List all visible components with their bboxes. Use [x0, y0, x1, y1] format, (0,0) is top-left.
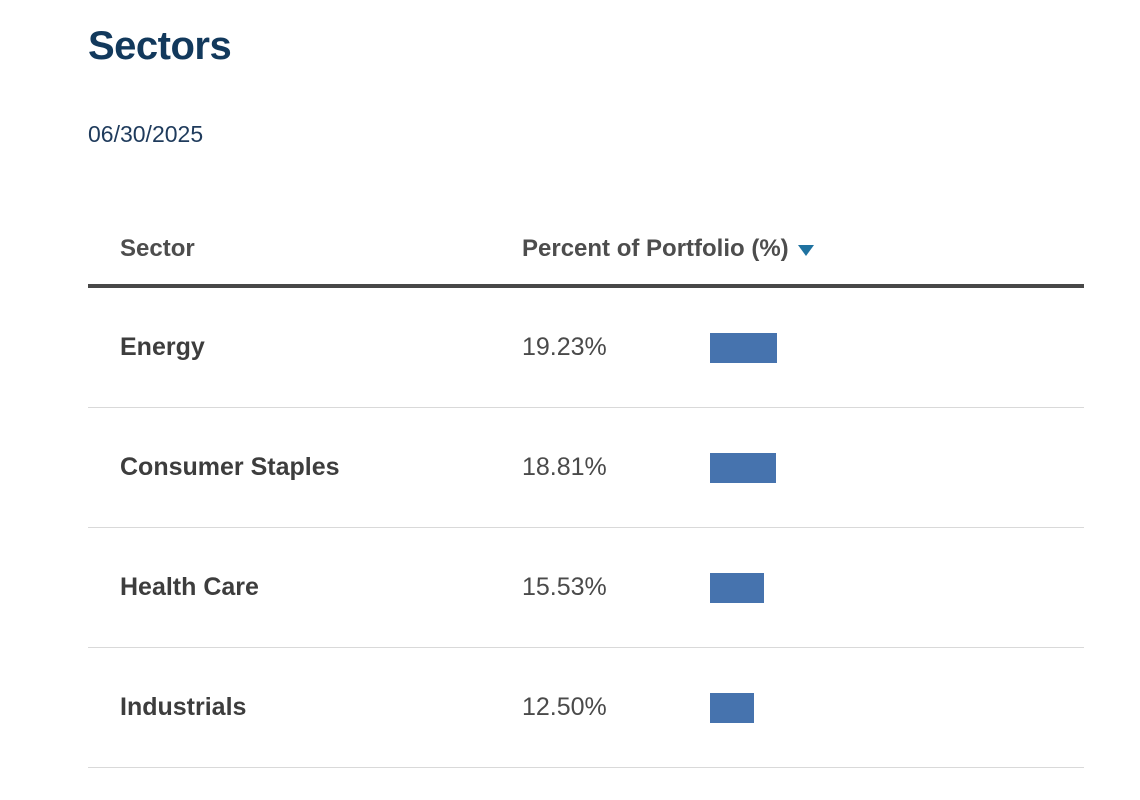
sector-name: Health Care [120, 573, 259, 601]
as-of-date: 06/30/2025 [88, 121, 204, 147]
sector-name: Industrials [120, 693, 247, 721]
column-header-sector[interactable]: Sector [120, 235, 195, 262]
table-row: Health Care 15.53% [88, 528, 1084, 648]
percent-bar [710, 452, 776, 483]
percent-cell: 15.53% [522, 572, 764, 603]
sector-name: Energy [120, 333, 205, 361]
percent-bar [710, 692, 754, 723]
table-row: Consumer Staples 18.81% [88, 408, 1084, 528]
percent-value: 19.23% [522, 333, 607, 361]
percent-value: 15.53% [522, 573, 607, 601]
sector-name: Consumer Staples [120, 453, 340, 481]
column-header-percent[interactable]: Percent of Portfolio (%) [522, 234, 814, 263]
percent-cell: 19.23% [522, 332, 777, 363]
percent-bar [710, 332, 777, 363]
table-row: Industrials 12.50% [88, 648, 1084, 768]
column-header-percent-label: Percent of Portfolio (%) [522, 235, 789, 262]
percent-value: 18.81% [522, 453, 607, 481]
page-title: Sectors [88, 24, 232, 68]
percent-bar [710, 572, 764, 603]
sort-desc-icon [797, 245, 814, 256]
sectors-page: Sectors 06/30/2025 Sector Percent of Por… [88, 24, 1084, 768]
percent-cell: 18.81% [522, 452, 776, 483]
percent-value: 12.50% [522, 693, 607, 721]
table-header-row: Sector Percent of Portfolio (%) [88, 234, 1084, 288]
table-row: Energy 19.23% [88, 288, 1084, 408]
sectors-table: Sector Percent of Portfolio (%) Energy 1… [88, 234, 1084, 768]
percent-cell: 12.50% [522, 692, 754, 723]
